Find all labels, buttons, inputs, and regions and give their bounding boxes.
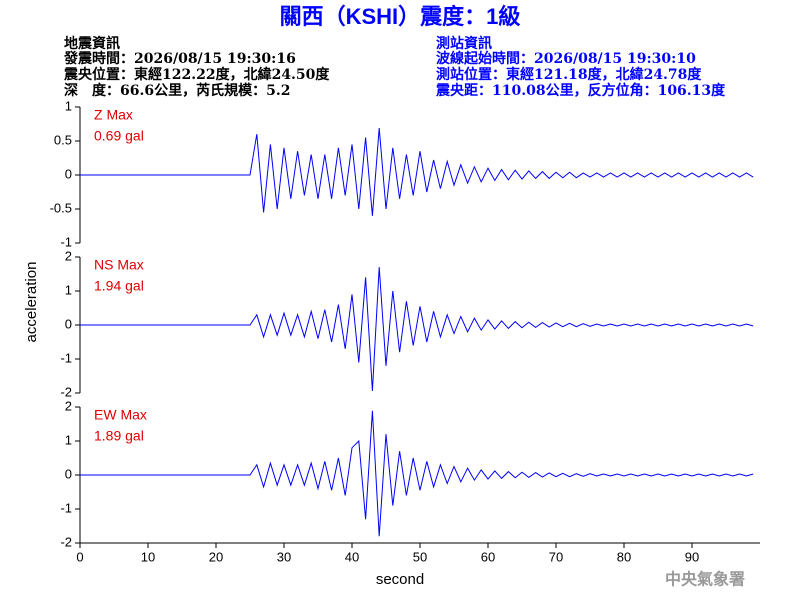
chart-title: 關西（KSHI）震度：1級 bbox=[280, 4, 521, 29]
x-tick-label: 70 bbox=[549, 549, 563, 564]
y-tick-label: -1 bbox=[60, 350, 72, 365]
quake-info: 發震時間：2026/08/15 19:30:16 bbox=[63, 50, 296, 67]
x-tick-label: 10 bbox=[141, 549, 155, 564]
x-tick-label: 80 bbox=[617, 549, 631, 564]
y-tick-label: -1 bbox=[60, 234, 72, 249]
y-tick-label: -2 bbox=[60, 534, 72, 549]
station-info: 測站資訊 bbox=[436, 35, 492, 52]
waveform bbox=[80, 410, 754, 537]
waveform bbox=[80, 267, 754, 391]
y-tick-label: 1 bbox=[65, 282, 72, 297]
x-tick-label: 30 bbox=[277, 549, 291, 564]
annotation: EW Max bbox=[94, 407, 147, 423]
y-tick-label: -0.5 bbox=[50, 200, 72, 215]
x-tick-label: 60 bbox=[481, 549, 495, 564]
y-tick-label: 0.5 bbox=[54, 132, 72, 147]
station-info: 測站位置：東經121.18度，北緯24.78度 bbox=[436, 66, 702, 83]
quake-info: 深 度：66.6公里，芮氏規模：5.2 bbox=[64, 82, 290, 99]
annotation: 1.94 gal bbox=[94, 278, 144, 294]
y-tick-label: -2 bbox=[60, 384, 72, 399]
y-tick-label: 2 bbox=[65, 248, 72, 263]
x-axis-label: second bbox=[376, 571, 424, 588]
footer: 中央氣象署 bbox=[665, 570, 745, 589]
quake-info: 地震資訊 bbox=[64, 35, 120, 52]
y-axis-label: acceleration bbox=[23, 262, 40, 343]
annotation: Z Max bbox=[94, 107, 133, 123]
y-tick-label: -1 bbox=[60, 500, 72, 515]
waveform bbox=[80, 128, 754, 216]
annotation: NS Max bbox=[94, 257, 144, 273]
x-tick-label: 90 bbox=[685, 549, 699, 564]
x-tick-label: 20 bbox=[209, 549, 223, 564]
y-tick-label: 0 bbox=[65, 466, 72, 481]
y-tick-label: 0 bbox=[65, 166, 72, 181]
annotation: 1.89 gal bbox=[94, 428, 144, 444]
y-tick-label: 1 bbox=[65, 98, 72, 113]
quake-info: 震央位置：東經122.22度，北緯24.50度 bbox=[63, 66, 330, 83]
station-info: 波線起始時間：2026/08/15 19:30:10 bbox=[436, 50, 696, 67]
x-tick-label: 40 bbox=[345, 549, 359, 564]
y-tick-label: 2 bbox=[65, 398, 72, 413]
annotation: 0.69 gal bbox=[94, 128, 144, 144]
x-tick-label: 0 bbox=[76, 549, 83, 564]
x-tick-label: 50 bbox=[413, 549, 427, 564]
y-tick-label: 0 bbox=[65, 316, 72, 331]
y-tick-label: 1 bbox=[65, 432, 72, 447]
station-info: 震央距：110.08公里，反方位角：106.13度 bbox=[435, 82, 726, 99]
